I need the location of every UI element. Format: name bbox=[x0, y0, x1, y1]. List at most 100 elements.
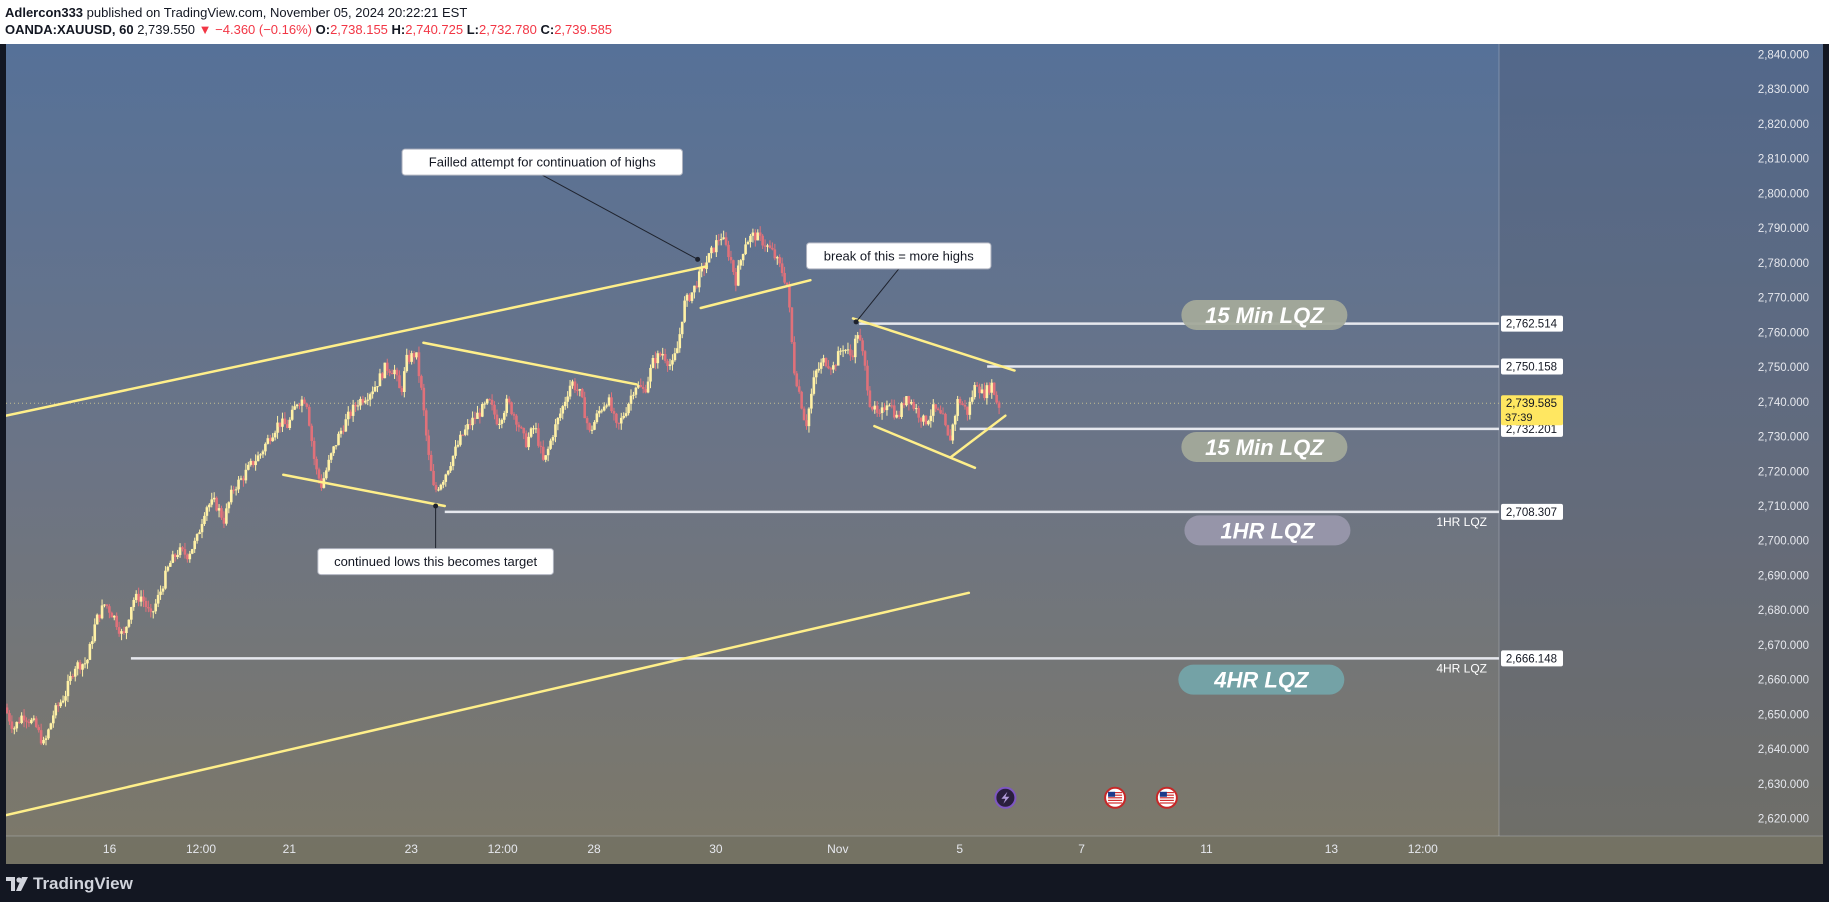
y-tick-label: 2,660.000 bbox=[1758, 675, 1809, 687]
candle-body bbox=[91, 641, 94, 645]
candle-body bbox=[278, 422, 282, 427]
high-label: H: bbox=[391, 22, 406, 37]
candle-body bbox=[561, 406, 565, 414]
y-tick-label: 2,690.000 bbox=[1758, 570, 1809, 582]
candle-body bbox=[829, 368, 833, 370]
candle-body bbox=[244, 469, 248, 481]
candle-body bbox=[571, 381, 574, 386]
high-value: 2,740.725 bbox=[405, 22, 464, 37]
candle-body bbox=[471, 417, 474, 426]
candle-body bbox=[239, 478, 243, 480]
candle-body bbox=[169, 562, 172, 567]
x-tick-label: 7 bbox=[1078, 842, 1085, 856]
candle-body bbox=[634, 387, 638, 395]
candle-body bbox=[736, 265, 740, 286]
candle-body bbox=[549, 440, 552, 449]
candle-body bbox=[112, 615, 116, 618]
candle-body bbox=[364, 400, 367, 403]
candle-body bbox=[217, 508, 221, 511]
candle-body bbox=[178, 547, 182, 556]
candle-body bbox=[86, 659, 89, 664]
chart-panel[interactable]: 1HR LQZ 4HR LQZ Failled attempt for conti… bbox=[6, 44, 1823, 864]
candle-body bbox=[997, 402, 1001, 408]
candle-body bbox=[164, 570, 167, 589]
candle-body bbox=[329, 453, 333, 460]
author-name[interactable]: Adlercon333 bbox=[5, 5, 84, 20]
candle-body bbox=[512, 414, 516, 416]
candle-body bbox=[641, 386, 645, 390]
candle-body bbox=[100, 605, 104, 619]
candle-body bbox=[849, 349, 852, 356]
annotation-box bbox=[401, 148, 683, 176]
candle-body bbox=[115, 615, 118, 628]
candle-body bbox=[836, 351, 840, 366]
candle-body bbox=[629, 395, 633, 404]
candle-body bbox=[627, 403, 630, 414]
y-tick-label: 2,700.000 bbox=[1758, 536, 1809, 548]
candle-body bbox=[142, 596, 145, 601]
price-chart[interactable]: 1HR LQZ 4HR LQZ Failled attempt for conti… bbox=[6, 44, 1823, 864]
candle-body bbox=[212, 497, 216, 500]
candle-body bbox=[839, 350, 842, 352]
candle-body bbox=[505, 398, 508, 413]
candle-body bbox=[303, 399, 306, 404]
candle-body bbox=[281, 418, 284, 427]
tradingview-logo[interactable]: TradingView bbox=[6, 874, 133, 894]
candle-body bbox=[788, 285, 791, 308]
candle-body bbox=[541, 446, 545, 460]
candle-body bbox=[875, 405, 879, 413]
candle-body bbox=[832, 365, 835, 370]
candle-body bbox=[432, 470, 435, 486]
candle-body bbox=[366, 399, 370, 401]
candle-body bbox=[793, 342, 796, 374]
candle-body bbox=[78, 662, 82, 670]
candle-body bbox=[697, 271, 701, 288]
candle-body bbox=[32, 718, 36, 720]
candle-body bbox=[605, 405, 608, 407]
candle-body bbox=[183, 549, 187, 555]
candle-body bbox=[846, 349, 850, 351]
candle-body bbox=[186, 554, 189, 560]
candle-body bbox=[539, 445, 543, 447]
candle-body bbox=[339, 430, 343, 434]
y-tick-label: 2,800.000 bbox=[1758, 188, 1809, 200]
candle-body bbox=[924, 415, 928, 425]
candle-body bbox=[132, 599, 136, 608]
candle-body bbox=[456, 444, 460, 447]
y-tick-label: 2,640.000 bbox=[1758, 744, 1809, 756]
candle-body bbox=[834, 365, 838, 367]
y-tick-label: 2,790.000 bbox=[1758, 223, 1809, 235]
candle-body bbox=[181, 547, 184, 550]
brand-name: TradingView bbox=[33, 874, 133, 893]
candle-body bbox=[237, 479, 240, 490]
candle-body bbox=[929, 415, 933, 421]
candle-body bbox=[970, 397, 974, 402]
trendline bbox=[422, 341, 638, 386]
annotation-anchor-dot bbox=[433, 503, 439, 509]
candle-body bbox=[844, 349, 847, 351]
candle-body bbox=[632, 394, 635, 396]
candle-body bbox=[398, 375, 401, 389]
x-tick-label: 12:00 bbox=[488, 842, 518, 856]
candle-body bbox=[902, 403, 906, 406]
candle-body bbox=[256, 455, 260, 462]
candle-body bbox=[327, 459, 331, 471]
candle-body bbox=[727, 244, 730, 258]
candle-body bbox=[305, 403, 309, 407]
candle-body bbox=[247, 464, 250, 470]
candle-body bbox=[315, 458, 318, 470]
annotation-pointer-line bbox=[542, 174, 698, 260]
candle-body bbox=[751, 232, 755, 236]
flag-canton bbox=[1108, 791, 1116, 797]
tradingview-mark-icon bbox=[6, 877, 28, 891]
candle-body bbox=[334, 445, 338, 447]
candle-body bbox=[105, 604, 109, 607]
candle-body bbox=[953, 415, 957, 425]
candle-body bbox=[434, 485, 438, 490]
symbol-label[interactable]: OANDA:XAUUSD, 60 bbox=[5, 22, 134, 37]
candle-body bbox=[215, 497, 218, 511]
annotation-text: continued lows this becomes target bbox=[334, 554, 537, 569]
candle-body bbox=[729, 257, 733, 261]
close-label: C: bbox=[540, 22, 555, 37]
y-tick-label: 2,780.000 bbox=[1758, 258, 1809, 270]
